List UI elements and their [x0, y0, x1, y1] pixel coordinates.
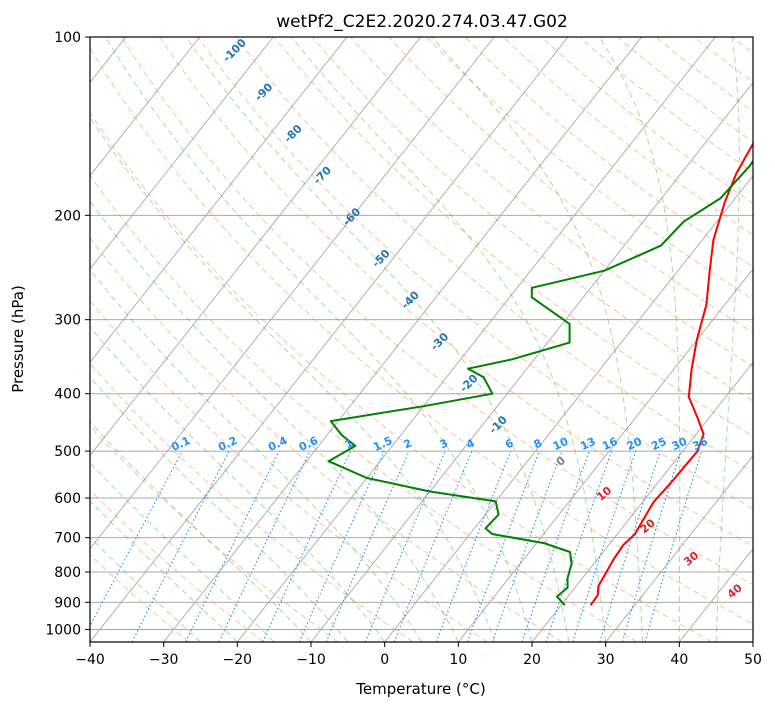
x-tick-label: −20: [223, 652, 253, 668]
y-tick-label: 900: [54, 595, 81, 611]
chart-title: wetPf2_C2E2.2020.274.03.47.G02: [276, 12, 568, 32]
y-tick-label: 700: [54, 531, 81, 547]
x-tick-label: −10: [296, 652, 326, 668]
x-tick-label: 20: [523, 652, 541, 668]
y-tick-label: 800: [54, 565, 81, 581]
y-tick-label: 1000: [45, 622, 81, 638]
y-tick-label: 300: [54, 313, 81, 329]
y-tick-label: 100: [54, 30, 81, 46]
x-axis-label: Temperature (°C): [355, 680, 485, 698]
x-tick-label: 50: [744, 652, 762, 668]
x-tick-label: −30: [149, 652, 179, 668]
x-tick-label: 30: [597, 652, 615, 668]
x-tick-label: 0: [380, 652, 389, 668]
x-tick-label: 40: [670, 652, 688, 668]
y-axis-label: Pressure (hPa): [9, 285, 27, 393]
y-tick-label: 200: [54, 208, 81, 224]
y-tick-label: 600: [54, 491, 81, 507]
x-tick-label: −40: [75, 652, 105, 668]
x-tick-label: 10: [449, 652, 467, 668]
y-tick-label: 400: [54, 387, 81, 403]
y-tick-label: 500: [54, 444, 81, 460]
